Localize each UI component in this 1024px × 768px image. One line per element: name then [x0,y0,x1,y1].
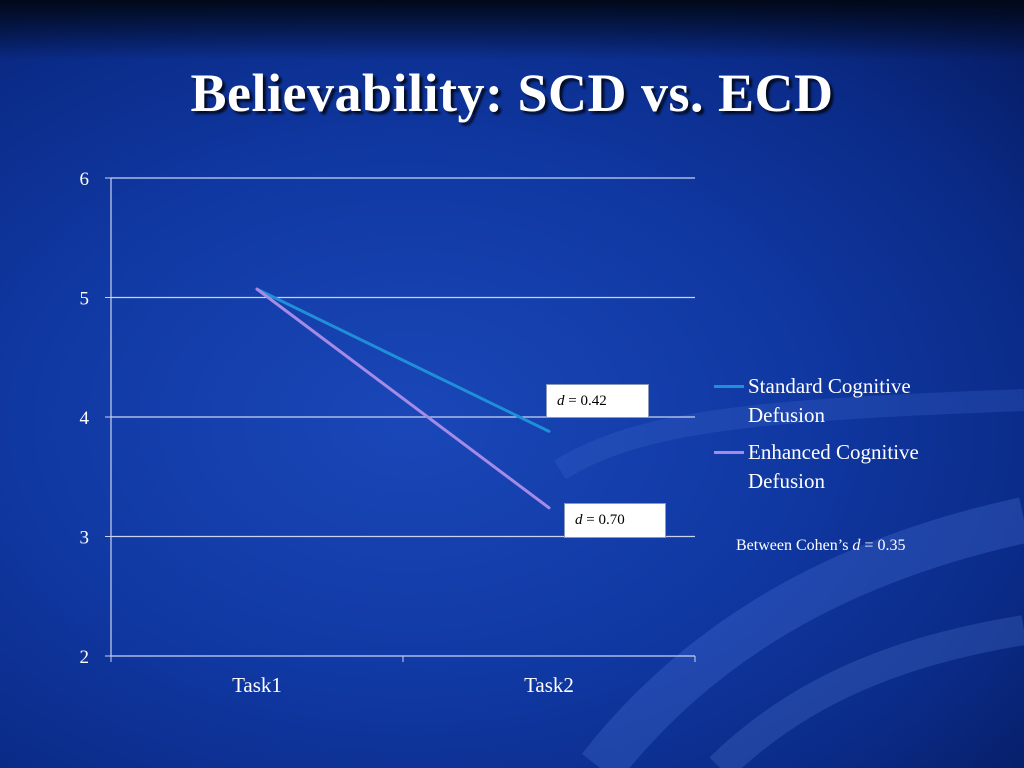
note-d-symbol: d [852,537,861,554]
legend-label-standard: Standard Cognitive Defusion [748,374,911,427]
legend-item-enhanced: Enhanced Cognitive Defusion [714,438,963,496]
y-tick-label: 3 [80,528,90,549]
legend-swatch-enhanced [714,451,744,454]
x-tick-label: Task2 [524,673,574,697]
legend-swatch-standard [714,385,744,388]
x-tick-label: Task1 [232,673,282,697]
y-tick-label: 2 [80,647,90,668]
note-prefix: Between Cohen’s [736,537,853,554]
effect-size-value: = 0.70 [582,512,625,528]
effect-size-label-standard: d = 0.42 [546,384,649,418]
effect-size-d-symbol: d [557,393,565,409]
effect-size-d-symbol: d [575,512,583,528]
y-tick-label: 4 [80,408,90,429]
series-line-enhanced [255,287,551,510]
y-tick-label: 5 [80,289,90,310]
slide-title: Believability: SCD vs. ECD [190,63,834,123]
effect-size-value: = 0.42 [564,393,607,409]
top-shade [0,0,1024,60]
between-effect-note: Between Cohen’s d = 0.35 [736,537,905,555]
legend-item-standard: Standard Cognitive Defusion [714,372,963,430]
legend-label-enhanced: Enhanced Cognitive Defusion [748,440,919,493]
note-suffix: = 0.35 [860,537,906,554]
chart-legend: Standard Cognitive Defusion Enhanced Cog… [714,372,963,504]
effect-size-label-enhanced: d = 0.70 [564,503,666,538]
series-line-standard [255,287,551,433]
y-tick-label: 6 [80,169,90,190]
